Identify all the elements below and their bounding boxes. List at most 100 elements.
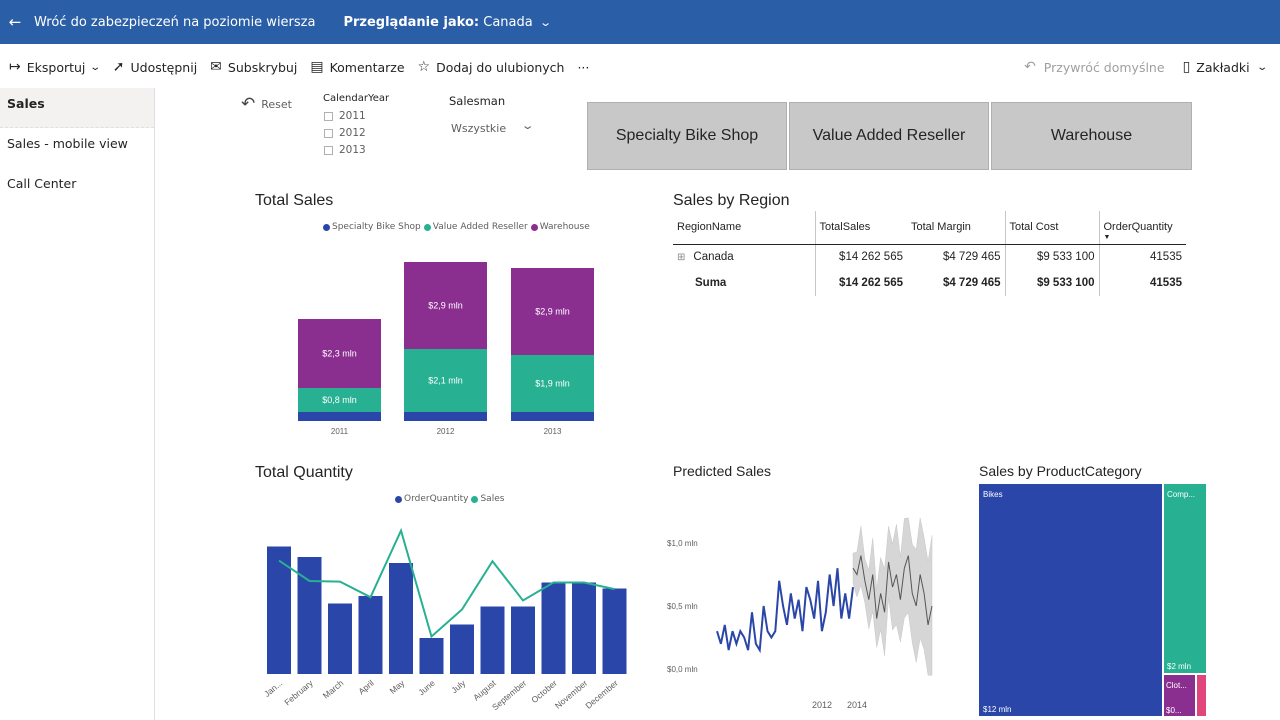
x-tick-label: 2012 xyxy=(437,427,455,436)
restore-defaults-label: Przywróć domyślne xyxy=(1043,59,1165,75)
mail-icon: ✉ xyxy=(210,59,222,75)
legend-label: Warehouse xyxy=(539,222,590,232)
data-label: $2,1 mln xyxy=(428,376,463,386)
subscribe-label: Subskrybuj xyxy=(227,59,298,75)
legend-item: Specialty Bike Shop xyxy=(323,222,421,232)
bar-segment xyxy=(511,268,594,355)
year-label: 2013 xyxy=(339,144,366,156)
col-header-totalsales[interactable]: TotalSales xyxy=(815,211,907,245)
checkbox[interactable] xyxy=(324,128,333,138)
year-checkbox-2013[interactable]: 2013 xyxy=(324,144,366,156)
bar-segment xyxy=(404,262,487,349)
cell-total-orderquantity: 41535 xyxy=(1150,277,1182,289)
sidebar-item-sales-mobile[interactable]: Sales - mobile view xyxy=(7,136,128,151)
comment-icon: ▤ xyxy=(310,59,324,75)
legend-item: OrderQuantity xyxy=(395,494,468,504)
col-header-regionname[interactable]: RegionName xyxy=(673,211,816,245)
x-tick-label: November xyxy=(553,678,590,711)
cell-text: Canada xyxy=(693,251,734,264)
x-tick-label: 2013 xyxy=(544,427,562,436)
y-tick-label: $1,0 mln xyxy=(667,539,698,548)
subscribe-button[interactable]: ✉ Subskrybuj xyxy=(210,59,297,75)
favorite-button[interactable]: ☆ Dodaj do ulubionych xyxy=(418,59,565,75)
salesman-slicer-title: Salesman xyxy=(449,94,506,108)
data-label: $2,9 mln xyxy=(428,301,463,311)
treemap-cell-clothing xyxy=(1164,675,1195,716)
x-tick-label: July xyxy=(449,677,468,695)
back-arrow-icon[interactable]: ← xyxy=(8,13,22,31)
legend-dot xyxy=(530,223,538,231)
sidebar-item-call-center[interactable]: Call Center xyxy=(7,176,77,191)
undo-icon: ↶ xyxy=(241,94,256,114)
x-tick-label: June xyxy=(416,678,437,698)
bar xyxy=(358,596,383,674)
tile-specialty-bike-shop[interactable]: Specialty Bike Shop xyxy=(587,102,787,170)
data-label: $1,9 mln xyxy=(535,379,570,389)
share-button[interactable]: ➚ Udostępnij xyxy=(113,59,197,75)
reset-button[interactable]: ↶ Reset xyxy=(241,94,292,114)
bar xyxy=(541,582,566,674)
cell-regionname: ⊞ Canada xyxy=(673,244,816,270)
chevron-down-icon[interactable]: ⌄ xyxy=(520,119,535,132)
checkbox[interactable] xyxy=(324,111,333,121)
data-label: $0,8 mln xyxy=(322,395,357,405)
bar-segment xyxy=(511,355,594,412)
bar-segment xyxy=(404,349,487,412)
tile-value-added-reseller[interactable]: Value Added Reseller xyxy=(789,102,989,170)
bookmarks-label: Zakładki xyxy=(1196,59,1250,75)
x-tick-label: February xyxy=(282,677,315,707)
year-label: 2011 xyxy=(339,110,366,122)
data-label: $2,9 mln xyxy=(535,307,570,317)
restore-defaults-button[interactable]: ↶ Przywróć domyślne xyxy=(1024,59,1165,75)
treemap-label: Comp... xyxy=(1167,490,1195,499)
bar xyxy=(511,606,535,674)
favorite-label: Dodaj do ulubionych xyxy=(436,59,565,75)
year-checkbox-2011[interactable]: 2011 xyxy=(324,110,366,122)
pages-sidebar: Sales Sales - mobile view Call Center xyxy=(0,88,155,720)
predicted-sales-chart: $0,0 mln $0,5 mln $1,0 mln 2012 2014 xyxy=(667,517,933,710)
legend-dot xyxy=(423,223,431,231)
salesman-dropdown[interactable]: Wszystkie xyxy=(451,122,507,135)
col-header-orderquantity[interactable]: OrderQuantity ▼ xyxy=(1099,211,1186,245)
bar xyxy=(389,563,413,674)
tile-warehouse[interactable]: Warehouse xyxy=(991,102,1192,170)
cell-total-label: Suma xyxy=(673,270,816,296)
viewing-as-selector[interactable]: Przeglądanie jako: Canada ⌄ xyxy=(343,14,551,30)
bookmarks-button[interactable]: ▯ Zakładki ⌄ xyxy=(1182,59,1268,75)
col-header-label: OrderQuantity xyxy=(1103,221,1173,234)
y-tick-label: $0,5 mln xyxy=(667,602,698,611)
table-row: ⊞ Canada $14 262 565 $4 729 465 $9 533 10… xyxy=(673,244,1186,270)
forecast-line xyxy=(852,555,933,626)
legend-label: Value Added Reseller xyxy=(432,222,528,232)
treemap-label: Clot... xyxy=(1166,681,1187,690)
predicted-sales-title: Predicted Sales xyxy=(673,463,772,479)
comments-button[interactable]: ▤ Komentarze xyxy=(310,59,404,75)
expand-icon[interactable]: ⊞ xyxy=(677,252,686,264)
reset-label: Reset xyxy=(261,97,292,111)
treemap-value: $2 mln xyxy=(1167,662,1191,671)
x-tick-label: Jan... xyxy=(262,678,284,699)
treemap-cell-bikes xyxy=(979,484,1162,716)
viewing-as-label: Przeglądanie jako: xyxy=(343,14,480,30)
legend-label: Sales xyxy=(480,494,505,504)
sort-desc-icon: ▼ xyxy=(1103,234,1111,241)
bookmark-icon: ▯ xyxy=(1182,59,1191,75)
action-toolbar: ↦ Eksportuj ⌄ ➚ Udostępnij ✉ Subskrybuj … xyxy=(0,46,1280,88)
bar xyxy=(572,582,596,674)
y-tick-label: $0,0 mln xyxy=(667,665,698,674)
checkbox[interactable] xyxy=(324,145,333,155)
chevron-down-icon: ⌄ xyxy=(1255,61,1268,73)
total-sales-title: Total Sales xyxy=(255,192,334,209)
bar xyxy=(419,638,444,674)
export-button[interactable]: ↦ Eksportuj ⌄ xyxy=(9,59,101,75)
bar-segment xyxy=(298,412,381,421)
star-icon: ☆ xyxy=(417,59,431,75)
x-tick-label: 2012 xyxy=(812,700,832,710)
col-header-total-margin[interactable]: Total Margin xyxy=(907,211,1006,245)
col-header-total-cost[interactable]: Total Cost xyxy=(1005,211,1100,245)
bar xyxy=(267,546,291,674)
sidebar-item-sales[interactable]: Sales xyxy=(0,88,154,128)
more-options-button[interactable]: ··· xyxy=(577,60,589,75)
back-to-rls-link[interactable]: Wróć do zabezpieczeń na poziomie wiersza xyxy=(34,14,316,30)
year-checkbox-2012[interactable]: 2012 xyxy=(324,127,366,139)
